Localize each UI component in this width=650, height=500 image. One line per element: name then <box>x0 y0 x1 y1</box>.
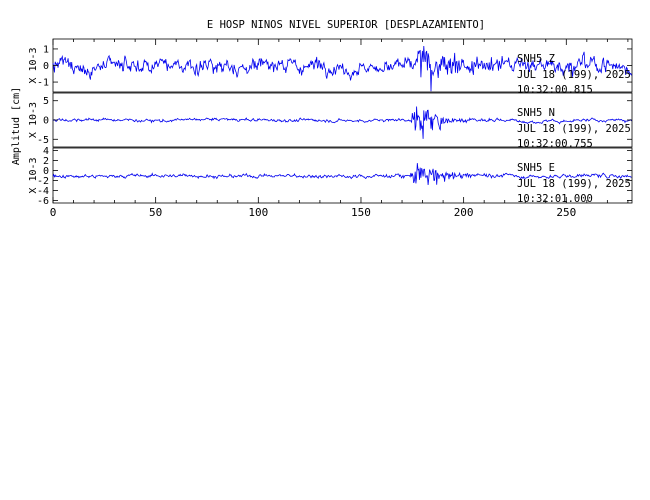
date-label: JUL 18 (199), 2025 <box>517 178 631 190</box>
scale-label: X 10-3 <box>28 157 39 193</box>
x-tick-label: 100 <box>248 206 268 219</box>
time-label: 10:32:00.755 <box>517 138 593 150</box>
x-tick-label: 50 <box>149 206 162 219</box>
panels-group: -1 0 1 X 10-3 SNH5 Z JUL 18 (199), 2025 10:32:… <box>28 38 633 207</box>
station-label: SNH5 N <box>517 107 555 119</box>
x-axis: 0 50 100 150 200 250 <box>50 39 629 219</box>
time-label: 10:32:01.000 <box>517 193 593 205</box>
station-label: SNH5 E <box>517 162 555 174</box>
x-tick-label: 250 <box>556 206 576 219</box>
scale-label: X 10-3 <box>28 47 39 83</box>
y-tick-label: 0 <box>43 61 49 72</box>
y-tick-label: 1 <box>43 44 49 55</box>
trace-line <box>52 106 632 139</box>
y-tick-label: 2 <box>43 156 49 167</box>
trace-line <box>52 45 632 92</box>
y-tick-label: 0 <box>43 166 49 177</box>
station-label: SNH5 Z <box>517 53 555 65</box>
x-tick-label: 200 <box>454 206 474 219</box>
x-tick-label: 0 <box>50 206 57 219</box>
panel-n: -5 0 5 X 10-3 SNH5 N JUL 18 (199), 2025 10:32:… <box>28 92 633 150</box>
y-tick-label: -1 <box>37 78 49 89</box>
panel-z: -1 0 1 X 10-3 SNH5 Z JUL 18 (199), 2025 10:32:… <box>28 38 633 96</box>
y-tick-label: 0 <box>43 116 49 127</box>
y-tick-label: 4 <box>43 146 49 157</box>
x-tick-label: 150 <box>351 206 371 219</box>
trace-line <box>52 163 632 186</box>
y-axis-label: Amplitud [cm] <box>11 87 22 165</box>
y-tick-label: -4 <box>37 186 49 197</box>
chart-title: E HOSP NINOS NIVEL SUPERIOR [DESPLAZAMIE… <box>207 19 485 31</box>
scale-label: X 10-3 <box>28 102 39 138</box>
y-tick-label: -6 <box>37 196 49 207</box>
y-tick-label: -2 <box>37 176 49 187</box>
date-label: JUL 18 (199), 2025 <box>517 69 631 81</box>
date-label: JUL 18 (199), 2025 <box>517 123 631 135</box>
y-tick-label: -5 <box>37 135 49 146</box>
time-label: 10:32:00.815 <box>517 84 593 96</box>
y-tick-label: 5 <box>43 96 49 107</box>
